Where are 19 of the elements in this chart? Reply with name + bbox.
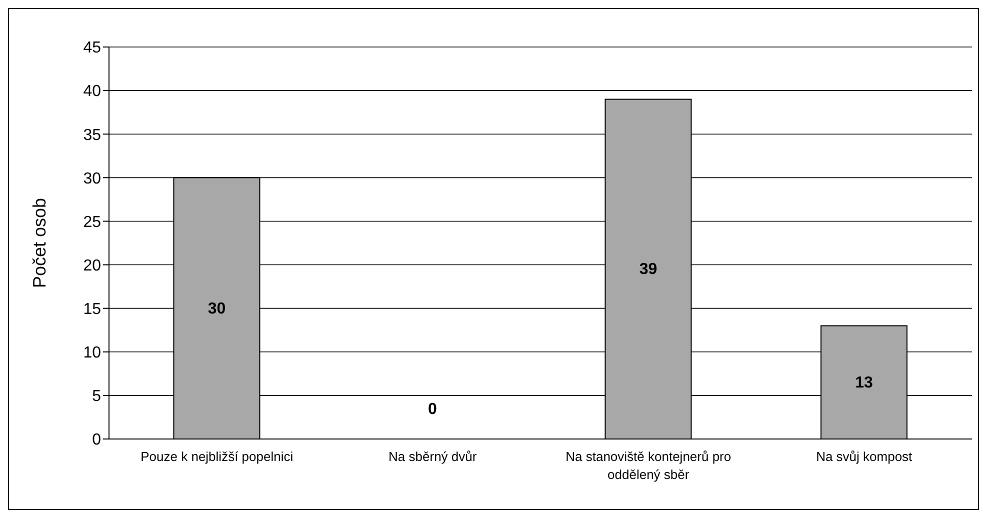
y-tick-label: 35 bbox=[83, 126, 102, 144]
y-tick-label: 15 bbox=[83, 301, 102, 318]
data-label: 13 bbox=[855, 374, 873, 392]
x-tick-label: Na svůj kompost bbox=[816, 449, 913, 464]
y-tick-label: 30 bbox=[83, 170, 102, 188]
y-tick-label: 40 bbox=[83, 83, 102, 100]
x-tick-label: Na stanoviště kontejnerů pro oddělený sběr bbox=[566, 449, 732, 482]
y-tick-label: 45 bbox=[83, 40, 102, 57]
data-label: 39 bbox=[639, 261, 658, 278]
y-tick-label: 20 bbox=[83, 257, 102, 274]
data-label: 30 bbox=[208, 300, 226, 318]
y-tick-label: 0 bbox=[92, 432, 102, 449]
x-tick-label: Pouze k nejbližší popelnici bbox=[140, 449, 294, 464]
data-label: 0 bbox=[428, 401, 438, 418]
y-tick-label: 25 bbox=[83, 214, 102, 231]
x-tick-label: Na sběrný dvůr bbox=[388, 449, 478, 464]
y-tick-label: 5 bbox=[92, 388, 102, 406]
y-axis-title: Počet osob bbox=[29, 198, 50, 288]
y-tick-label: 10 bbox=[83, 344, 102, 362]
